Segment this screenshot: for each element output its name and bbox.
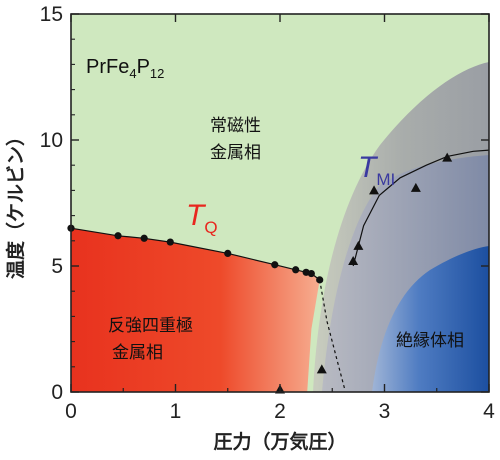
antiquadrupole-region (71, 228, 320, 392)
tq-data-point (224, 249, 232, 257)
tq-data-point (292, 266, 300, 274)
tmi-data-point (348, 255, 359, 265)
tq-data-point (307, 269, 315, 278)
tq-data-point (114, 232, 122, 240)
data-markers (67, 152, 453, 394)
x-axis-title: 圧力（万気圧） (213, 430, 346, 453)
tmi-phase-line-dashed (319, 279, 346, 390)
tq-data-point (271, 261, 279, 269)
tq-series-label: TQ (186, 199, 218, 237)
antiquadrupole-label-line2: 金属相 (112, 343, 163, 363)
y-tick-label: 5 (51, 255, 63, 278)
axis-ticks (70, 13, 490, 393)
tq-data-point (166, 238, 174, 246)
y-tick-label: 0 (51, 381, 63, 404)
tq-data-point (140, 234, 148, 242)
paramagnetic-label-line2: 金属相 (210, 143, 261, 163)
tmi-series-label: TMI (358, 151, 395, 189)
tmi-data-point (442, 152, 453, 162)
y-tick-label: 10 (40, 129, 63, 152)
tmi-data-point (369, 185, 380, 195)
compound-label: PrFe4P12 (86, 56, 164, 81)
tmi-data-point (316, 364, 327, 374)
paramagnetic-label-line1: 常磁性 (210, 116, 261, 136)
antiquadrupole-label-line1: 反強四重極 (108, 316, 193, 336)
y-tick-label: 15 (40, 3, 63, 26)
y-axis-title: 温度（ケルビン） (4, 127, 27, 279)
insulator-label: 絶縁体相 (396, 331, 464, 351)
axis-tick-labels: 0 1 2 3 4 0 5 10 15 (40, 3, 496, 423)
x-tick-label: 3 (379, 400, 391, 423)
tmi-data-point (353, 240, 364, 250)
tmi-phase-line (352, 149, 490, 267)
x-tick-label: 0 (65, 400, 77, 423)
x-tick-label: 2 (274, 400, 286, 423)
tmi-data-point (410, 182, 421, 192)
x-tick-label: 1 (170, 400, 182, 423)
insulator-region (372, 246, 489, 392)
tq-data-point (316, 276, 324, 284)
x-tick-label: 4 (483, 400, 495, 423)
